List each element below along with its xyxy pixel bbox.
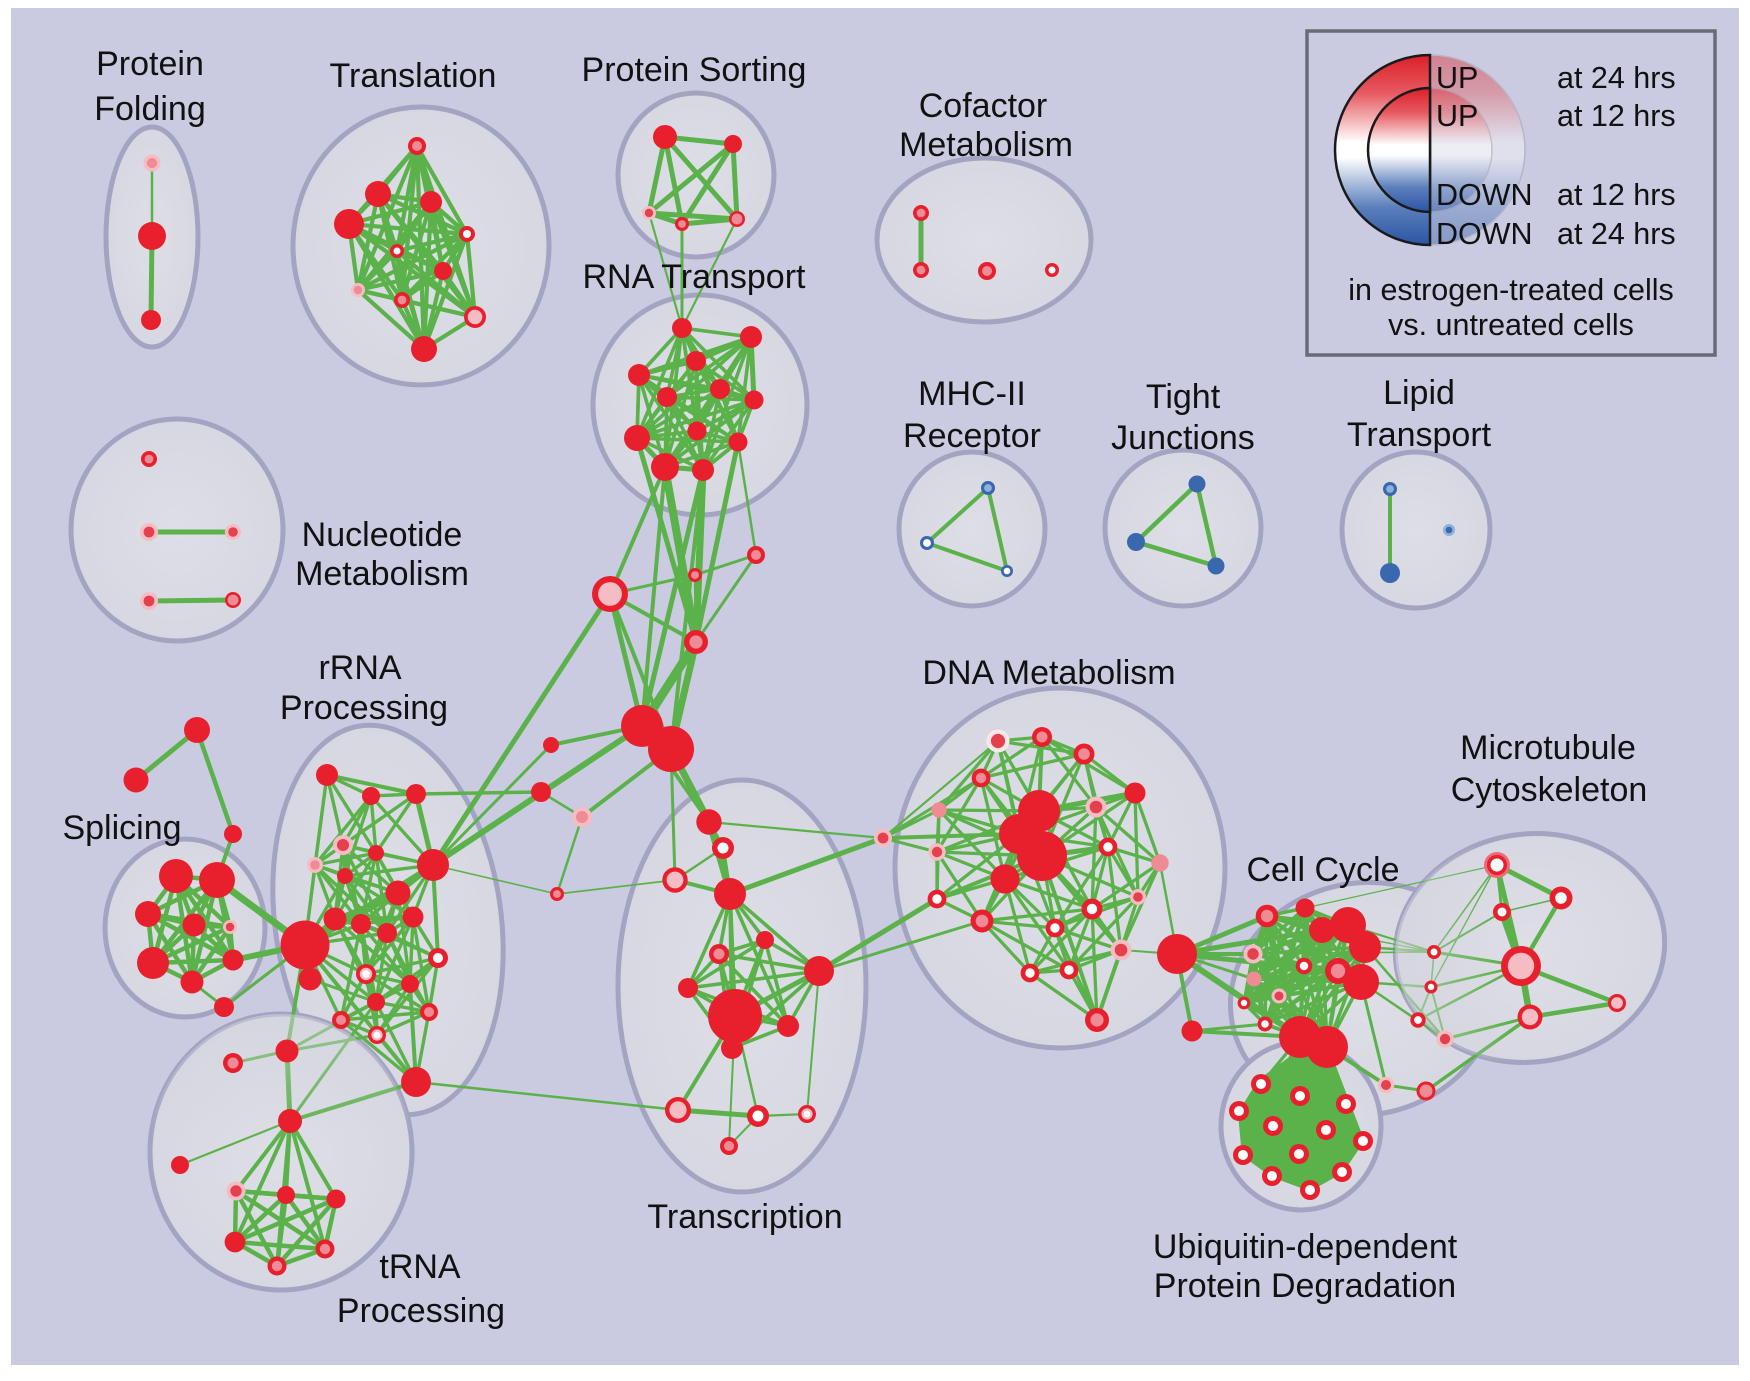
svg-text:tRNA: tRNA [379, 1248, 461, 1286]
svg-text:Tight: Tight [1146, 378, 1221, 416]
svg-text:Receptor: Receptor [903, 417, 1041, 455]
svg-text:DOWN: DOWN [1436, 178, 1533, 212]
svg-text:Transport: Transport [1347, 416, 1492, 454]
svg-text:Cytoskeleton: Cytoskeleton [1451, 771, 1648, 809]
svg-text:Transcription: Transcription [647, 1198, 842, 1236]
svg-text:Junctions: Junctions [1111, 419, 1255, 457]
svg-text:Cofactor: Cofactor [919, 87, 1048, 125]
svg-text:Folding: Folding [94, 90, 206, 128]
svg-text:in estrogen-treated cells: in estrogen-treated cells [1348, 273, 1674, 307]
svg-text:MHC-II: MHC-II [918, 375, 1026, 413]
svg-text:Metabolism: Metabolism [295, 555, 469, 593]
svg-text:Lipid: Lipid [1383, 374, 1455, 412]
svg-text:Nucleotide: Nucleotide [302, 516, 463, 554]
svg-text:RNA Transport: RNA Transport [583, 258, 807, 296]
svg-text:Microtubule: Microtubule [1460, 729, 1636, 767]
svg-text:rRNA: rRNA [318, 649, 401, 687]
svg-text:Processing: Processing [337, 1292, 505, 1330]
svg-text:Translation: Translation [330, 57, 497, 95]
svg-text:at 12 hrs: at 12 hrs [1557, 178, 1676, 212]
svg-text:Protein: Protein [96, 45, 204, 83]
svg-text:Cell Cycle: Cell Cycle [1246, 851, 1399, 889]
svg-text:at 24 hrs: at 24 hrs [1557, 61, 1676, 95]
svg-text:Protein Degradation: Protein Degradation [1154, 1267, 1456, 1305]
svg-text:vs. untreated cells: vs. untreated cells [1388, 308, 1634, 342]
svg-text:at 24 hrs: at 24 hrs [1557, 217, 1676, 251]
svg-text:DNA Metabolism: DNA Metabolism [922, 654, 1175, 692]
svg-text:Processing: Processing [280, 689, 448, 727]
svg-text:Splicing: Splicing [62, 809, 181, 847]
svg-text:Protein Sorting: Protein Sorting [582, 51, 807, 89]
svg-text:DOWN: DOWN [1436, 217, 1533, 251]
svg-text:at 12 hrs: at 12 hrs [1557, 99, 1676, 133]
svg-text:UP: UP [1436, 61, 1478, 95]
svg-text:Ubiquitin-dependent: Ubiquitin-dependent [1153, 1228, 1458, 1266]
svg-text:Metabolism: Metabolism [899, 126, 1073, 164]
svg-text:UP: UP [1436, 99, 1478, 133]
